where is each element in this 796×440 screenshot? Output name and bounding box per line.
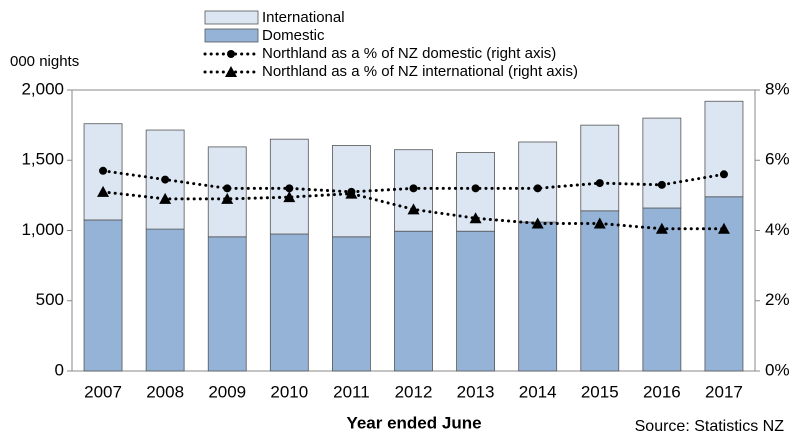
x-axis-title: Year ended June xyxy=(346,413,481,432)
bar-segment xyxy=(83,219,123,372)
x-tick-label: 2008 xyxy=(146,382,184,401)
y2-tick-label: 4% xyxy=(765,220,790,239)
y-axis-title: 000 nights xyxy=(10,53,79,70)
bar-segment xyxy=(518,221,558,372)
x-tick-label: 2016 xyxy=(643,382,681,401)
legend-swatch xyxy=(204,28,259,43)
line-marker xyxy=(223,184,232,193)
line-marker xyxy=(471,184,480,193)
bar-segment xyxy=(642,207,682,372)
y-tick-label: 1,000 xyxy=(21,220,64,239)
y2-tick-label: 8% xyxy=(765,79,790,98)
line-marker xyxy=(469,212,482,224)
y-tick-label: 500 xyxy=(36,290,64,309)
legend-marker xyxy=(227,50,235,58)
y-tick-label: 1,500 xyxy=(21,150,64,169)
bar-segment xyxy=(394,230,433,372)
line-marker xyxy=(657,180,666,189)
line-marker xyxy=(717,222,730,234)
y2-tick-label: 2% xyxy=(765,290,790,309)
x-tick-label: 2012 xyxy=(395,382,433,401)
bar-segment xyxy=(704,100,744,198)
x-tick-label: 2015 xyxy=(581,382,619,401)
bar-segment xyxy=(269,233,309,372)
line-marker xyxy=(409,184,418,193)
x-tick-label: 2013 xyxy=(457,382,495,401)
legend-label: Domestic xyxy=(262,27,325,44)
line-marker xyxy=(285,184,294,193)
legend-label: Northland as a % of NZ international (ri… xyxy=(262,63,578,80)
bar-segment xyxy=(642,117,682,209)
legend-swatch xyxy=(204,10,259,25)
y-tick-label: 2,000 xyxy=(21,79,64,98)
source-note: Source: Statistics NZ xyxy=(635,418,785,435)
line-marker xyxy=(221,192,234,204)
line-marker xyxy=(159,192,172,204)
line-marker xyxy=(161,175,170,184)
bar-segment xyxy=(332,236,371,372)
line-series xyxy=(101,190,726,231)
bar-segment xyxy=(145,228,185,372)
line-marker xyxy=(99,166,108,175)
line-marker xyxy=(593,217,606,229)
x-tick-label: 2017 xyxy=(705,382,743,401)
line-marker xyxy=(655,222,668,234)
line-marker xyxy=(533,184,542,193)
line-marker xyxy=(595,179,604,188)
bar-segment xyxy=(580,210,620,372)
line-marker xyxy=(719,170,728,179)
line-marker xyxy=(407,203,420,215)
bar-segment xyxy=(456,230,495,372)
x-tick-label: 2009 xyxy=(208,382,246,401)
legend-label: International xyxy=(262,9,345,26)
y2-tick-label: 0% xyxy=(765,360,790,379)
y-tick-label: 0 xyxy=(55,360,64,379)
line-marker xyxy=(97,185,110,197)
y2-tick-label: 6% xyxy=(765,150,790,169)
x-tick-label: 2007 xyxy=(84,382,122,401)
bar-segment xyxy=(518,141,558,223)
legend-label: Northland as a % of NZ domestic (right a… xyxy=(262,45,556,62)
line-marker xyxy=(531,217,544,229)
bar-segment xyxy=(207,236,247,372)
x-tick-label: 2014 xyxy=(519,382,557,401)
x-tick-label: 2011 xyxy=(333,382,370,401)
bar-segment xyxy=(580,124,620,212)
line-marker xyxy=(345,187,358,199)
legend-marker xyxy=(225,66,237,77)
x-tick-label: 2010 xyxy=(270,382,308,401)
line-marker xyxy=(283,191,296,203)
